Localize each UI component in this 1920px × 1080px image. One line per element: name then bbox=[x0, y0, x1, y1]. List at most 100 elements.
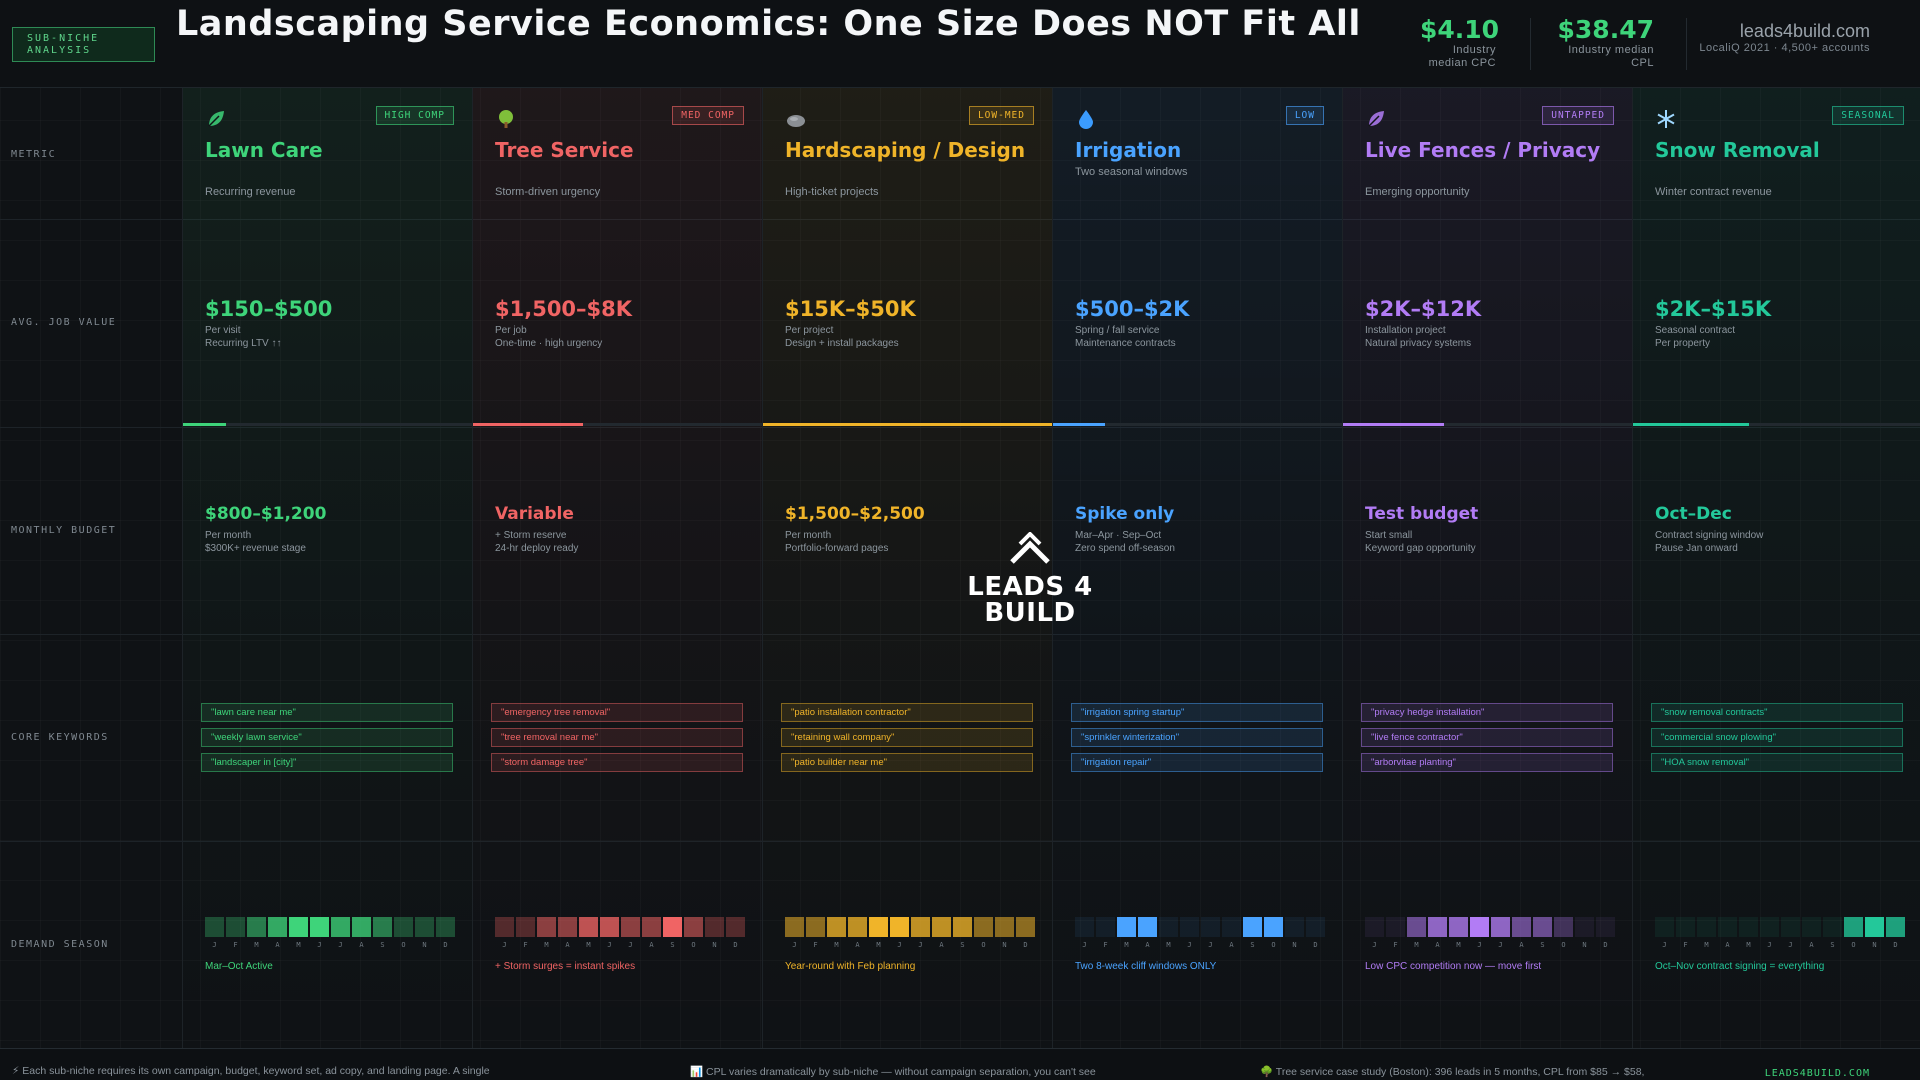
median-cpc-label: Industry median CPC bbox=[1428, 44, 1496, 69]
month-label: J bbox=[897, 941, 902, 949]
keyword-chip: "weekly lawn service" bbox=[201, 728, 453, 747]
column-5: UNTAPPED Live Fences / Privacy Emerging … bbox=[1343, 88, 1633, 1048]
month-label: D bbox=[1603, 941, 1608, 949]
job-value: $2K–$15K bbox=[1655, 297, 1772, 321]
competition-badge: LOW-MED bbox=[968, 106, 1034, 125]
month-label: J bbox=[1372, 941, 1377, 949]
job-value-meter bbox=[1053, 423, 1342, 426]
month-cell bbox=[1159, 917, 1178, 937]
budget-line2: Portfolio-forward pages bbox=[785, 543, 889, 554]
competition-badge: HIGH COMP bbox=[375, 106, 454, 125]
month-cell bbox=[705, 917, 724, 937]
job-value-line2: Maintenance contracts bbox=[1075, 338, 1176, 349]
month-label: A bbox=[649, 941, 654, 949]
month-label: M bbox=[1456, 941, 1461, 949]
row-label-budget: MONTHLY BUDGET bbox=[11, 525, 117, 536]
month-cell bbox=[642, 917, 661, 937]
keyword-chip: "live fence contractor" bbox=[1361, 728, 1613, 747]
month-cell bbox=[394, 917, 413, 937]
budget-line2: Zero spend off-season bbox=[1075, 543, 1175, 554]
month-label: J bbox=[607, 941, 612, 949]
monthly-budget: Test budget bbox=[1365, 504, 1479, 524]
sub-niche-name: Snow Removal bbox=[1655, 138, 1820, 162]
month-cell bbox=[1138, 917, 1157, 937]
footer: ⚡ Each sub-niche requires its own campai… bbox=[0, 1048, 1920, 1080]
job-value-meter-fill bbox=[1343, 423, 1445, 426]
month-label: A bbox=[1519, 941, 1524, 949]
month-cell bbox=[1075, 917, 1094, 937]
job-value-line1: Spring / fall service bbox=[1075, 325, 1160, 336]
month-label: A bbox=[1725, 941, 1730, 949]
season-note: Mar–Oct Active bbox=[205, 961, 273, 972]
sub-niche-subtitle: Winter contract revenue bbox=[1655, 186, 1772, 198]
logo-text: LEADS 4 BUILD bbox=[960, 574, 1100, 626]
month-label: J bbox=[338, 941, 343, 949]
sub-niche-name: Irrigation bbox=[1075, 138, 1182, 162]
month-cell bbox=[1554, 917, 1573, 937]
month-cell bbox=[436, 917, 455, 937]
month-label: A bbox=[855, 941, 860, 949]
month-label: D bbox=[733, 941, 738, 949]
demand-season-bar bbox=[1655, 917, 1905, 937]
month-cell bbox=[1575, 917, 1594, 937]
month-label: D bbox=[443, 941, 448, 949]
competition-badge: LOW bbox=[1285, 106, 1324, 125]
month-cell bbox=[415, 917, 434, 937]
month-cell bbox=[684, 917, 703, 937]
job-value-line2: Per property bbox=[1655, 338, 1711, 349]
month-cell bbox=[806, 917, 825, 937]
month-label: S bbox=[960, 941, 965, 949]
month-cell bbox=[1285, 917, 1304, 937]
season-note: Two 8-week cliff windows ONLY bbox=[1075, 961, 1217, 972]
row-label-season: DEMAND SEASON bbox=[11, 939, 109, 950]
sub-niche-name: Live Fences / Privacy bbox=[1365, 138, 1601, 162]
month-label: A bbox=[1435, 941, 1440, 949]
month-label: J bbox=[792, 941, 797, 949]
keyword-chip: "arborvitae planting" bbox=[1361, 753, 1613, 772]
keyword-chip: "landscaper in [city]" bbox=[201, 753, 453, 772]
job-value-meter-fill bbox=[473, 423, 583, 426]
month-cell bbox=[663, 917, 682, 937]
season-note: Year-round with Feb planning bbox=[785, 961, 916, 972]
month-cell bbox=[1407, 917, 1426, 937]
month-cell bbox=[974, 917, 993, 937]
keyword-chip: "commercial snow plowing" bbox=[1651, 728, 1903, 747]
demand-season-bar bbox=[1365, 917, 1615, 937]
month-label: M bbox=[254, 941, 259, 949]
month-cell bbox=[1117, 917, 1136, 937]
month-cell bbox=[1886, 917, 1905, 937]
job-value-meter bbox=[473, 423, 762, 426]
month-cell bbox=[1718, 917, 1737, 937]
keyword-chip: "HOA snow removal" bbox=[1651, 753, 1903, 772]
row-label-job-value: AVG. JOB VALUE bbox=[11, 317, 117, 328]
month-cell bbox=[1470, 917, 1489, 937]
month-label: O bbox=[691, 941, 696, 949]
month-cell bbox=[1386, 917, 1405, 937]
month-label: M bbox=[586, 941, 591, 949]
month-label: J bbox=[1477, 941, 1482, 949]
month-cell bbox=[1823, 917, 1842, 937]
month-label: J bbox=[502, 941, 507, 949]
month-cell bbox=[1243, 917, 1262, 937]
month-label: M bbox=[544, 941, 549, 949]
month-label: O bbox=[401, 941, 406, 949]
monthly-budget: $1,500–$2,500 bbox=[785, 504, 925, 524]
month-cell bbox=[1739, 917, 1758, 937]
month-cell bbox=[310, 917, 329, 937]
budget-line1: Per month bbox=[785, 530, 832, 541]
median-cpc-stat: $4.10 Industry median CPC bbox=[1420, 16, 1499, 70]
job-value-meter bbox=[1633, 423, 1920, 426]
budget-line2: Pause Jan onward bbox=[1655, 543, 1738, 554]
monthly-budget: $800–$1,200 bbox=[205, 504, 327, 524]
month-label: J bbox=[1662, 941, 1667, 949]
job-value: $150–$500 bbox=[205, 297, 333, 321]
month-cell bbox=[911, 917, 930, 937]
job-value-meter bbox=[1343, 423, 1632, 426]
season-note: + Storm surges = instant spikes bbox=[495, 961, 636, 972]
job-value-meter-fill bbox=[1053, 423, 1106, 426]
month-cell bbox=[1760, 917, 1779, 937]
sub-niche-subtitle: Two seasonal windows bbox=[1075, 166, 1188, 178]
